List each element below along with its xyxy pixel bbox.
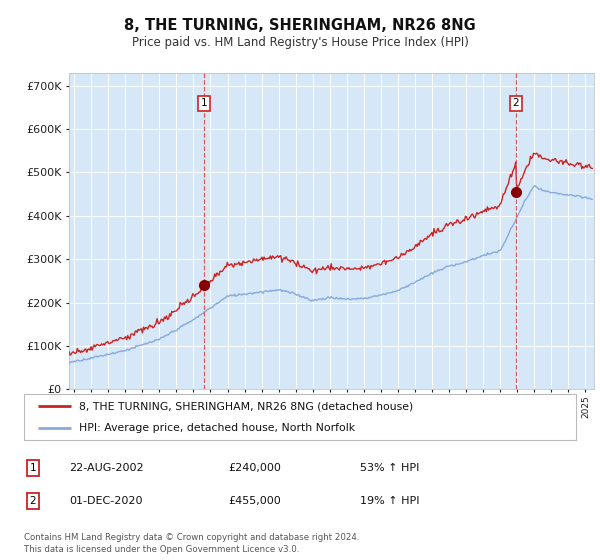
Text: 53% ↑ HPI: 53% ↑ HPI: [360, 463, 419, 473]
Text: 8, THE TURNING, SHERINGHAM, NR26 8NG (detached house): 8, THE TURNING, SHERINGHAM, NR26 8NG (de…: [79, 401, 413, 411]
Text: 22-AUG-2002: 22-AUG-2002: [69, 463, 143, 473]
Text: £455,000: £455,000: [228, 496, 281, 506]
Text: Contains HM Land Registry data © Crown copyright and database right 2024.
This d: Contains HM Land Registry data © Crown c…: [24, 533, 359, 554]
Text: 1: 1: [29, 463, 37, 473]
Text: 1: 1: [201, 98, 208, 108]
Text: Price paid vs. HM Land Registry's House Price Index (HPI): Price paid vs. HM Land Registry's House …: [131, 36, 469, 49]
Text: 8, THE TURNING, SHERINGHAM, NR26 8NG: 8, THE TURNING, SHERINGHAM, NR26 8NG: [124, 18, 476, 32]
Text: £240,000: £240,000: [228, 463, 281, 473]
Text: 19% ↑ HPI: 19% ↑ HPI: [360, 496, 419, 506]
Text: 2: 2: [512, 98, 519, 108]
Text: HPI: Average price, detached house, North Norfolk: HPI: Average price, detached house, Nort…: [79, 423, 355, 433]
Text: 2: 2: [29, 496, 37, 506]
Text: 01-DEC-2020: 01-DEC-2020: [69, 496, 143, 506]
